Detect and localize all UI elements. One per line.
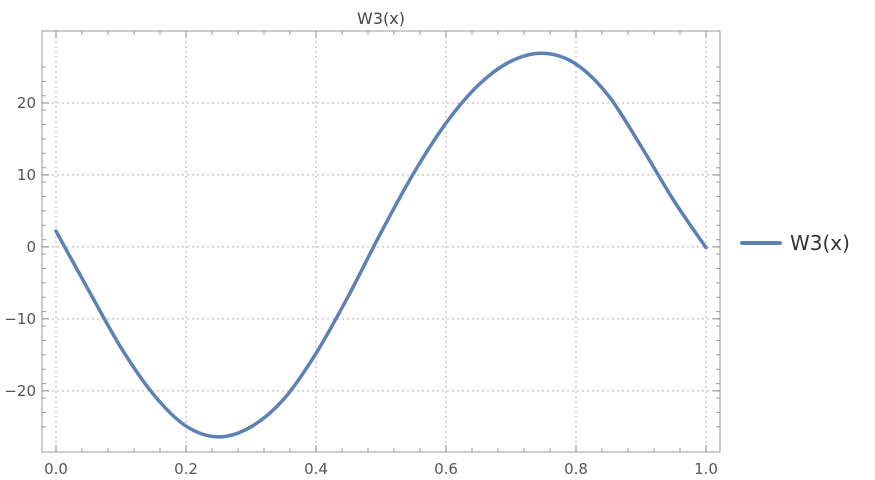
plot-frame [41,30,721,453]
x-tick-label: 0.0 [44,460,68,478]
x-tick-label: 0.8 [564,460,588,478]
series-line-0 [54,51,708,439]
grid-lines [42,31,720,452]
x-tick-label: 0.4 [304,460,328,478]
y-tick-label: 20 [17,94,36,112]
y-tick-label: −20 [4,382,36,400]
x-tick-label: 1.0 [694,460,718,478]
y-tick-label: 0 [26,238,36,256]
chart-title: W3(x) [357,9,405,28]
legend-label: W3(x) [790,231,850,255]
legend: W3(x) [740,231,850,255]
series-layer [54,51,708,439]
x-tick-label: 0.2 [174,460,198,478]
axis-ticks [42,31,720,452]
y-tick-label: 10 [17,166,36,184]
tick-labels: 0.0 0.2 0.4 0.6 0.8 1.0 −20 −10 0 10 20 [4,94,718,478]
x-tick-label: 0.6 [434,460,458,478]
y-tick-label: −10 [4,310,36,328]
